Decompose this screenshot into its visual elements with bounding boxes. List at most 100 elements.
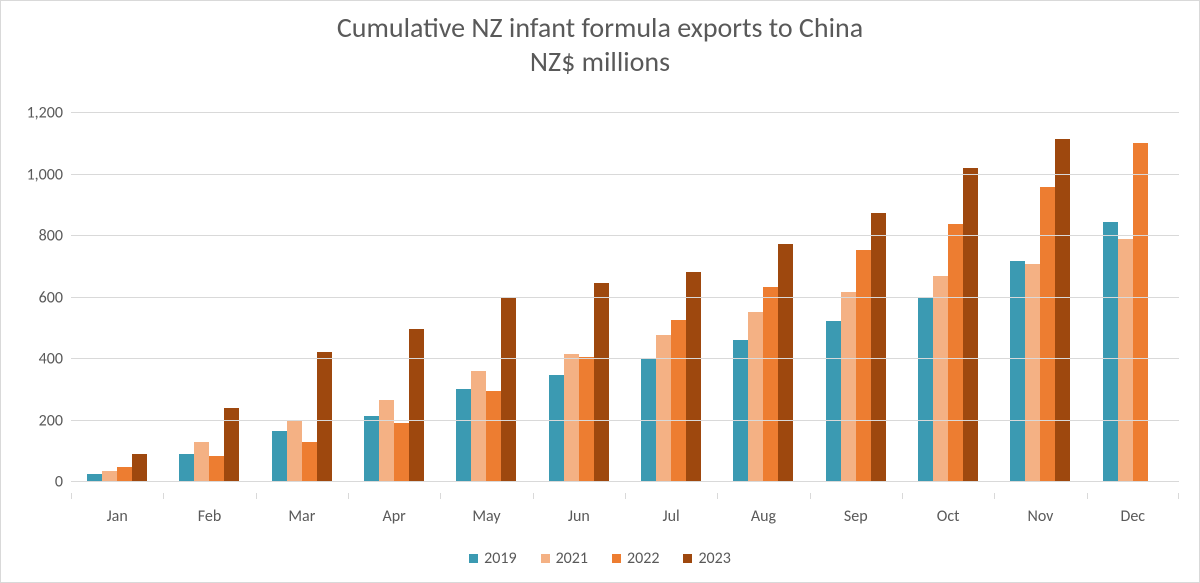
legend-item: 2019 bbox=[469, 549, 516, 568]
bar bbox=[778, 244, 793, 482]
bar bbox=[1055, 139, 1070, 482]
bar bbox=[501, 298, 516, 482]
legend-swatch bbox=[612, 554, 621, 563]
grid-line bbox=[71, 112, 1179, 113]
bar bbox=[841, 292, 856, 482]
bar bbox=[302, 442, 317, 482]
bar bbox=[948, 224, 963, 482]
x-tick bbox=[348, 493, 349, 499]
grid-line bbox=[71, 235, 1179, 236]
bar bbox=[272, 431, 287, 482]
bar bbox=[564, 354, 579, 482]
bar bbox=[763, 287, 778, 482]
bar-group bbox=[71, 113, 163, 482]
grid-line bbox=[71, 174, 1179, 175]
bar bbox=[117, 467, 132, 482]
y-tick-label: 600 bbox=[39, 288, 71, 307]
bar bbox=[1103, 222, 1118, 482]
legend-swatch bbox=[469, 554, 478, 563]
legend-item: 2021 bbox=[541, 549, 588, 568]
bar-group bbox=[348, 113, 440, 482]
bar bbox=[963, 168, 978, 482]
title-line-1: Cumulative NZ infant formula exports to … bbox=[337, 10, 863, 45]
y-tick-label: 1,200 bbox=[27, 104, 71, 123]
x-tick-label: Nov bbox=[994, 499, 1086, 526]
legend-swatch bbox=[683, 554, 692, 563]
legend-label: 2023 bbox=[698, 549, 730, 568]
bar bbox=[456, 389, 471, 482]
x-tick-label: Jun bbox=[533, 499, 625, 526]
y-tick-label: 200 bbox=[39, 411, 71, 430]
bar-group bbox=[256, 113, 348, 482]
legend-label: 2021 bbox=[556, 549, 588, 568]
bar bbox=[194, 442, 209, 482]
bar bbox=[594, 283, 609, 482]
bar bbox=[317, 352, 332, 482]
bar bbox=[733, 340, 748, 482]
bar bbox=[933, 276, 948, 482]
bar bbox=[1133, 143, 1148, 482]
x-tick-label: Dec bbox=[1087, 499, 1179, 526]
bar bbox=[871, 213, 886, 482]
x-tick-label: Sep bbox=[810, 499, 902, 526]
bar-group bbox=[717, 113, 809, 482]
x-tick bbox=[1178, 493, 1179, 499]
bar bbox=[379, 400, 394, 482]
legend-item: 2022 bbox=[612, 549, 659, 568]
x-tick bbox=[625, 493, 626, 499]
x-tick-label: Aug bbox=[717, 499, 809, 526]
chart-title: Cumulative NZ infant formula exports to … bbox=[1, 1, 1199, 78]
bar bbox=[826, 321, 841, 482]
bar bbox=[394, 423, 409, 482]
bar bbox=[287, 420, 302, 482]
x-tick-label: May bbox=[440, 499, 532, 526]
bar bbox=[409, 329, 424, 482]
bar-group bbox=[1087, 113, 1179, 482]
grid-line bbox=[71, 481, 1179, 482]
grid-line bbox=[71, 297, 1179, 298]
x-tick bbox=[810, 493, 811, 499]
x-tick-label: Jul bbox=[625, 499, 717, 526]
bar bbox=[179, 454, 194, 482]
x-tick-label: Feb bbox=[163, 499, 255, 526]
title-line-2: NZ$ millions bbox=[530, 44, 670, 79]
x-tick-label: Oct bbox=[902, 499, 994, 526]
x-tick bbox=[163, 493, 164, 499]
x-tick-label: Mar bbox=[256, 499, 348, 526]
bar bbox=[686, 272, 701, 482]
legend-label: 2022 bbox=[627, 549, 659, 568]
y-tick-label: 1,000 bbox=[27, 165, 71, 184]
grid-line bbox=[71, 420, 1179, 421]
y-tick-label: 400 bbox=[39, 350, 71, 369]
x-tick bbox=[717, 493, 718, 499]
x-tick bbox=[1087, 493, 1088, 499]
x-axis-labels: JanFebMarAprMayJunJulAugSepOctNovDec bbox=[71, 499, 1179, 526]
y-tick-label: 0 bbox=[55, 473, 71, 492]
x-tick bbox=[902, 493, 903, 499]
bar-group bbox=[533, 113, 625, 482]
legend-swatch bbox=[541, 554, 550, 563]
bar bbox=[1010, 261, 1025, 482]
plot-area: 02004006008001,0001,200 bbox=[71, 113, 1179, 482]
x-tick bbox=[256, 493, 257, 499]
bar bbox=[1040, 187, 1055, 482]
bar-group bbox=[440, 113, 532, 482]
chart-frame: Cumulative NZ infant formula exports to … bbox=[0, 0, 1200, 583]
bar bbox=[1118, 239, 1133, 482]
legend-item: 2023 bbox=[683, 549, 730, 568]
legend-label: 2019 bbox=[484, 549, 516, 568]
bar bbox=[918, 298, 933, 482]
bar bbox=[132, 454, 147, 482]
x-tick bbox=[71, 493, 72, 499]
bar-groups bbox=[71, 113, 1179, 482]
legend: 2019 2021 2022 2023 bbox=[1, 549, 1199, 568]
bar bbox=[486, 391, 501, 482]
bar bbox=[549, 375, 564, 482]
x-tick bbox=[994, 493, 995, 499]
bar-group bbox=[810, 113, 902, 482]
x-tick-label: Jan bbox=[71, 499, 163, 526]
bar-group bbox=[625, 113, 717, 482]
bar bbox=[671, 320, 686, 482]
bar-group bbox=[902, 113, 994, 482]
bar bbox=[209, 456, 224, 482]
